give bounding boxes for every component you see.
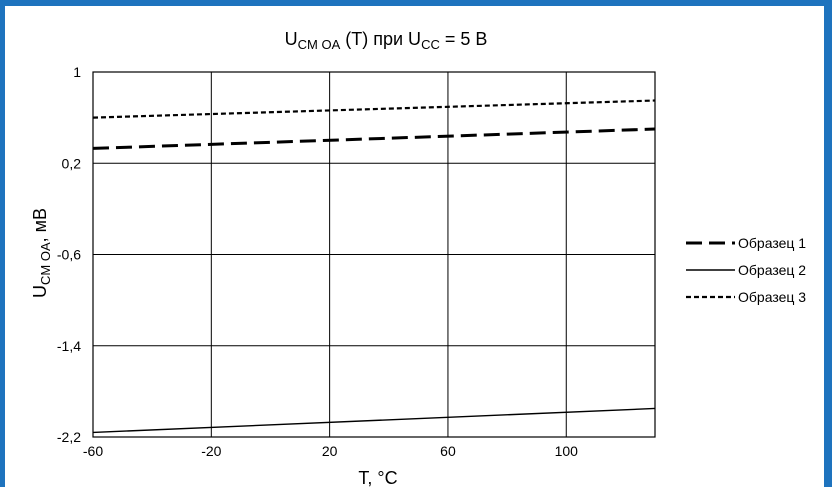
series-line-3	[92, 99, 656, 119]
x-tick-label: 100	[555, 443, 579, 459]
y-tick-label: -1,4	[57, 338, 81, 354]
legend-label-1: Образец 1	[738, 235, 806, 251]
y-tick-label: 1	[73, 64, 81, 80]
grid-lines	[92, 71, 655, 438]
x-tick-label: 60	[440, 443, 456, 459]
series-lines	[92, 99, 656, 434]
legend-label-2: Образец 2	[738, 262, 806, 278]
y-axis-label: UCM OA, мВ	[30, 208, 53, 298]
frame-left-edge	[0, 0, 5, 487]
plot-border	[92, 71, 656, 438]
tick-labels: -60 -20 20 60 100 1 0,2 -0,6 -1,4 -2,2	[57, 64, 578, 459]
frame-right-edge	[824, 0, 832, 487]
y-tick-label: 0,2	[62, 155, 82, 171]
y-tick-label: -0,6	[57, 247, 81, 263]
x-axis-label: T, °C	[358, 468, 397, 487]
legend-label-3: Образец 3	[738, 289, 806, 305]
frame-top-edge	[0, 0, 832, 6]
x-tick-label: -20	[201, 443, 221, 459]
chart-title: UCM OA (T) при UCC = 5 В	[285, 29, 488, 52]
y-tick-label: -2,2	[57, 429, 81, 445]
series-line-1	[92, 127, 656, 150]
series-line-2	[92, 407, 656, 434]
x-tick-label: 20	[322, 443, 338, 459]
legend: Образец 1 Образец 2 Образец 3	[686, 235, 806, 305]
x-tick-label: -60	[83, 443, 103, 459]
